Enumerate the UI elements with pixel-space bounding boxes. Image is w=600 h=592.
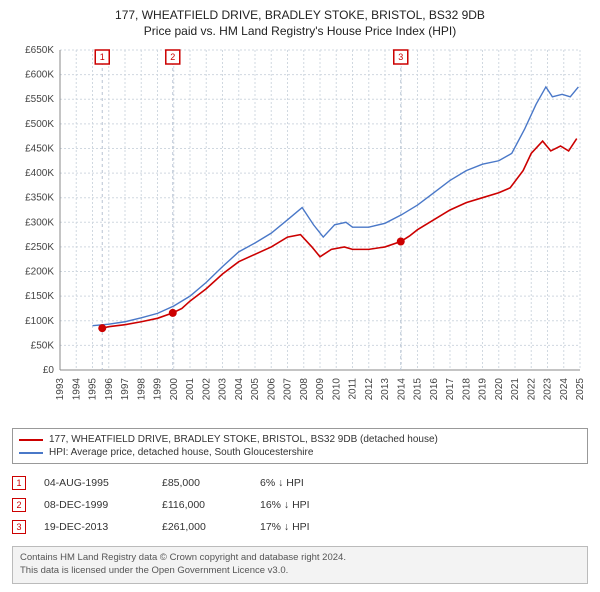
event-price: £85,000 [162,477,242,489]
svg-text:£100K: £100K [25,316,54,327]
svg-text:£150K: £150K [25,291,54,302]
attribution-footer: Contains HM Land Registry data © Crown c… [12,546,588,584]
svg-text:2017: 2017 [445,378,456,401]
legend-row: HPI: Average price, detached house, Sout… [19,446,581,459]
event-price: £261,000 [162,521,242,533]
legend-label: HPI: Average price, detached house, Sout… [49,447,313,458]
event-marker: 3 [12,520,26,534]
event-diff: 17% ↓ HPI [260,521,350,533]
svg-text:2011: 2011 [348,378,359,400]
legend-label: 177, WHEATFIELD DRIVE, BRADLEY STOKE, BR… [49,434,438,445]
event-row: 3 19-DEC-2013 £261,000 17% ↓ HPI [12,516,588,538]
svg-text:2: 2 [170,52,175,62]
svg-text:£500K: £500K [25,119,54,130]
svg-text:2006: 2006 [266,378,277,401]
legend-swatch [19,439,43,441]
svg-text:2014: 2014 [396,378,407,401]
event-date: 04-AUG-1995 [44,477,144,489]
svg-text:2009: 2009 [315,378,326,401]
figure-container: 177, WHEATFIELD DRIVE, BRADLEY STOKE, BR… [0,0,600,592]
legend-row: 177, WHEATFIELD DRIVE, BRADLEY STOKE, BR… [19,433,581,446]
svg-text:2007: 2007 [283,378,294,401]
svg-text:1993: 1993 [55,378,66,401]
svg-text:2008: 2008 [299,378,310,401]
event-marker: 2 [12,498,26,512]
svg-text:£300K: £300K [25,217,54,228]
svg-text:2004: 2004 [234,378,245,401]
svg-text:2001: 2001 [185,378,196,401]
legend: 177, WHEATFIELD DRIVE, BRADLEY STOKE, BR… [12,428,588,464]
svg-text:2012: 2012 [364,378,375,401]
svg-text:£450K: £450K [25,143,54,154]
svg-text:2010: 2010 [331,378,342,401]
svg-text:2002: 2002 [201,378,212,401]
svg-text:2015: 2015 [413,378,424,401]
svg-text:1995: 1995 [88,378,99,401]
sale-events: 1 04-AUG-1995 £85,000 6% ↓ HPI 2 08-DEC-1999 £… [12,472,588,538]
svg-text:£50K: £50K [31,340,55,351]
svg-text:2003: 2003 [218,378,229,401]
svg-text:£550K: £550K [25,94,54,105]
svg-text:£650K: £650K [25,45,54,56]
svg-text:2019: 2019 [478,378,489,401]
svg-text:1999: 1999 [153,378,164,401]
event-row: 1 04-AUG-1995 £85,000 6% ↓ HPI [12,472,588,494]
event-price: £116,000 [162,499,242,511]
svg-text:2024: 2024 [559,378,570,401]
footer-line-1: Contains HM Land Registry data © Crown c… [20,552,580,565]
chart-title: 177, WHEATFIELD DRIVE, BRADLEY STOKE, BR… [12,8,588,22]
event-date: 19-DEC-2013 [44,521,144,533]
svg-text:2021: 2021 [510,378,521,401]
svg-text:2020: 2020 [494,378,505,401]
svg-text:2005: 2005 [250,378,261,401]
svg-text:2022: 2022 [526,378,537,401]
svg-text:£350K: £350K [25,193,54,204]
svg-text:2016: 2016 [429,378,440,401]
svg-text:1994: 1994 [71,378,82,401]
svg-text:2018: 2018 [461,378,472,401]
svg-text:£400K: £400K [25,168,54,179]
svg-text:£250K: £250K [25,242,54,253]
legend-swatch [19,452,43,454]
chart-subtitle: Price paid vs. HM Land Registry's House … [12,24,588,38]
event-diff: 6% ↓ HPI [260,477,350,489]
svg-text:£600K: £600K [25,70,54,81]
footer-line-2: This data is licensed under the Open Gov… [20,565,580,578]
chart-area: £0 £50K £100K £150K £200K £250K £300K £350K £400… [12,42,588,422]
svg-text:3: 3 [398,52,403,62]
event-diff: 16% ↓ HPI [260,499,350,511]
svg-text:1997: 1997 [120,378,131,401]
svg-text:2025: 2025 [575,378,586,401]
svg-text:2000: 2000 [169,378,180,401]
svg-text:1996: 1996 [104,378,115,401]
title-block: 177, WHEATFIELD DRIVE, BRADLEY STOKE, BR… [12,8,588,38]
svg-text:2013: 2013 [380,378,391,401]
line-chart: £0 £50K £100K £150K £200K £250K £300K £350K £400… [12,42,588,422]
event-row: 2 08-DEC-1999 £116,000 16% ↓ HPI [12,494,588,516]
svg-text:1: 1 [100,52,105,62]
svg-text:1998: 1998 [136,378,147,401]
event-marker: 1 [12,476,26,490]
svg-text:2023: 2023 [543,378,554,401]
svg-text:£0: £0 [43,365,55,376]
svg-text:£200K: £200K [25,267,54,278]
event-date: 08-DEC-1999 [44,499,144,511]
